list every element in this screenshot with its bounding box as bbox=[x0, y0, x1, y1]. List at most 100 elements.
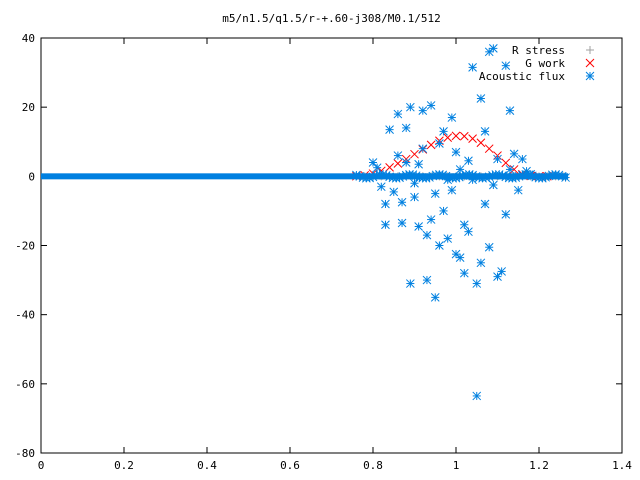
flux-baseline-point bbox=[557, 171, 567, 181]
data-point bbox=[468, 134, 477, 143]
data-point bbox=[497, 267, 507, 276]
data-point bbox=[389, 187, 399, 197]
x-tick-label: 1.2 bbox=[529, 459, 549, 472]
data-point bbox=[513, 185, 523, 195]
plot-frame bbox=[40, 37, 623, 454]
data-point bbox=[526, 169, 536, 179]
flux-baseline-point bbox=[541, 172, 550, 182]
y-axis: 40 20 0 -20 -40 -60 -80 bbox=[15, 32, 622, 460]
data-point bbox=[401, 123, 411, 133]
data-point bbox=[501, 61, 511, 71]
data-point bbox=[464, 156, 473, 166]
data-point bbox=[430, 189, 440, 198]
legend-marker bbox=[585, 58, 595, 68]
data-point bbox=[509, 149, 519, 159]
data-point bbox=[405, 102, 415, 112]
data-point bbox=[376, 182, 386, 192]
data-point bbox=[422, 275, 432, 285]
data-point bbox=[472, 279, 482, 288]
x-tick-label: 0 bbox=[38, 459, 45, 472]
flux-baseline-point bbox=[428, 171, 438, 181]
data-point bbox=[459, 268, 469, 278]
data-point bbox=[468, 63, 477, 72]
flux-baseline-point bbox=[398, 172, 408, 181]
data-point bbox=[455, 253, 465, 262]
data-point bbox=[397, 197, 407, 207]
x-tick-label: 1 bbox=[453, 459, 460, 472]
legend-label: Acoustic flux bbox=[479, 70, 565, 83]
data-point bbox=[476, 138, 486, 148]
data-point bbox=[501, 210, 511, 219]
data-point bbox=[426, 140, 436, 150]
data-point bbox=[414, 159, 424, 169]
data-point bbox=[455, 165, 465, 174]
data-point bbox=[472, 391, 482, 401]
data-point bbox=[493, 272, 502, 281]
data-point bbox=[443, 133, 453, 142]
flux-baseline-point bbox=[454, 172, 464, 182]
data-point bbox=[476, 94, 486, 103]
data-point bbox=[435, 241, 444, 250]
data-point bbox=[435, 139, 444, 148]
data-point bbox=[443, 175, 453, 185]
data-point bbox=[501, 158, 511, 168]
y-tick-label: 40 bbox=[22, 32, 35, 45]
data-point bbox=[484, 144, 494, 154]
flux-baseline-point bbox=[544, 171, 554, 181]
data-point bbox=[368, 158, 378, 167]
data-point bbox=[476, 258, 486, 268]
data-point bbox=[418, 106, 428, 115]
data-point bbox=[484, 242, 494, 252]
data-point bbox=[459, 131, 469, 141]
data-point bbox=[439, 127, 448, 136]
data-point bbox=[418, 144, 428, 154]
series-layer bbox=[41, 44, 570, 401]
data-point bbox=[414, 222, 424, 231]
data-point bbox=[443, 234, 453, 243]
x-tick-label: 1.4 bbox=[612, 459, 632, 472]
data-point bbox=[381, 220, 390, 230]
y-tick-label: 0 bbox=[28, 170, 35, 183]
data-point bbox=[426, 101, 436, 110]
data-point bbox=[505, 106, 515, 115]
data-point bbox=[381, 199, 390, 209]
data-point bbox=[401, 158, 411, 167]
data-point bbox=[451, 131, 461, 141]
flux-baseline-point bbox=[385, 172, 394, 182]
legend-label: G work bbox=[525, 57, 565, 70]
data-point bbox=[430, 293, 440, 302]
x-tick-label: 0.6 bbox=[280, 459, 300, 472]
y-tick-label: -80 bbox=[15, 447, 35, 460]
data-point bbox=[439, 206, 448, 216]
data-point bbox=[493, 154, 502, 164]
data-point bbox=[468, 175, 477, 185]
x-tick-label: 0.8 bbox=[363, 459, 383, 472]
x-tick-label: 0.2 bbox=[114, 459, 134, 472]
data-point bbox=[385, 125, 394, 134]
data-point bbox=[464, 227, 473, 237]
data-point bbox=[488, 180, 498, 190]
data-point bbox=[459, 220, 469, 230]
flux-baseline-point bbox=[514, 171, 524, 181]
data-point bbox=[393, 109, 403, 119]
data-point bbox=[480, 199, 490, 209]
data-point bbox=[405, 279, 415, 288]
data-point bbox=[426, 215, 436, 224]
data-point bbox=[410, 149, 419, 159]
data-point bbox=[447, 113, 457, 122]
y-tick-label: 20 bbox=[22, 101, 35, 114]
legend-marker bbox=[585, 71, 595, 81]
legend-marker bbox=[586, 46, 594, 54]
flux-baseline-point bbox=[561, 173, 570, 182]
y-tick-label: -20 bbox=[15, 240, 35, 253]
y-tick-label: -60 bbox=[15, 378, 35, 391]
data-point bbox=[447, 185, 457, 195]
x-axis: 0 0.2 0.4 0.6 0.8 1 1.2 1.4 bbox=[38, 38, 632, 472]
x-tick-label: 0.4 bbox=[197, 459, 217, 472]
data-point bbox=[509, 165, 519, 174]
data-point bbox=[385, 162, 394, 172]
data-point bbox=[393, 151, 403, 160]
flux-baseline-band bbox=[41, 173, 569, 180]
